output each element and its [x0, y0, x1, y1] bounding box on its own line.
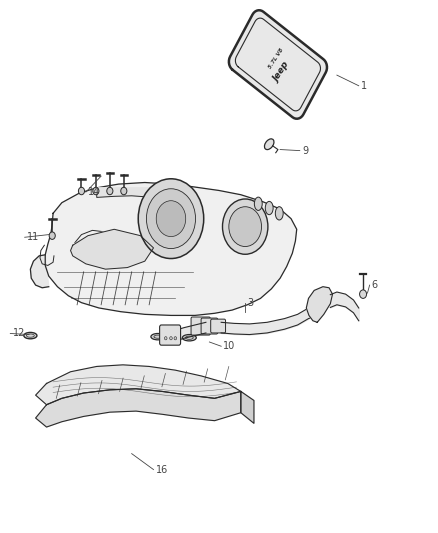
Circle shape: [121, 187, 127, 195]
Text: 10: 10: [223, 341, 236, 351]
Polygon shape: [35, 389, 241, 427]
Text: 16: 16: [155, 465, 168, 474]
Ellipse shape: [265, 139, 274, 150]
Ellipse shape: [254, 197, 262, 211]
Circle shape: [360, 290, 367, 298]
FancyBboxPatch shape: [159, 325, 180, 345]
Polygon shape: [306, 287, 332, 322]
FancyBboxPatch shape: [201, 318, 218, 334]
Ellipse shape: [170, 337, 172, 340]
Polygon shape: [30, 255, 49, 288]
Text: 14: 14: [88, 187, 100, 197]
Polygon shape: [241, 391, 254, 423]
Ellipse shape: [151, 334, 165, 340]
Ellipse shape: [276, 207, 283, 220]
Text: 11: 11: [27, 232, 39, 243]
Circle shape: [78, 187, 85, 195]
Circle shape: [146, 189, 195, 248]
Circle shape: [93, 187, 99, 195]
Circle shape: [156, 201, 186, 237]
Polygon shape: [229, 10, 327, 119]
Polygon shape: [71, 229, 153, 269]
Text: 6: 6: [372, 280, 378, 290]
Text: 12: 12: [12, 328, 25, 338]
Ellipse shape: [174, 337, 177, 340]
FancyBboxPatch shape: [191, 317, 210, 335]
Circle shape: [49, 232, 55, 239]
Polygon shape: [45, 182, 297, 316]
Circle shape: [223, 199, 268, 254]
Text: 1: 1: [361, 81, 367, 91]
Polygon shape: [97, 188, 153, 197]
Ellipse shape: [265, 201, 273, 215]
Polygon shape: [35, 365, 241, 405]
Text: 5.7L V8: 5.7L V8: [267, 47, 284, 69]
Text: 3: 3: [247, 297, 254, 308]
Ellipse shape: [164, 337, 167, 340]
Circle shape: [107, 187, 113, 195]
Ellipse shape: [182, 335, 196, 341]
Text: 9: 9: [302, 146, 308, 156]
Circle shape: [229, 207, 261, 247]
Text: Jeep: Jeep: [272, 61, 291, 84]
Ellipse shape: [24, 333, 37, 339]
Circle shape: [138, 179, 204, 259]
FancyBboxPatch shape: [211, 319, 226, 333]
